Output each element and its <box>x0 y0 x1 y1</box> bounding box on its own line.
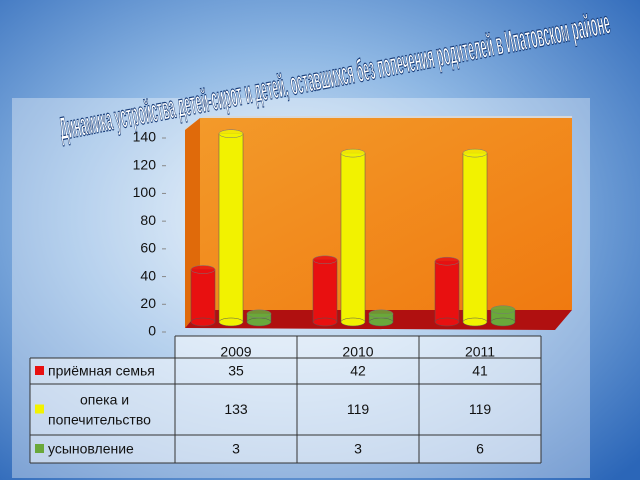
y-tick-label: 0 <box>148 323 156 339</box>
data-table: 2009 35 133 3 2010 42 119 3 2011 41 119 6 приёмная с… <box>29 335 542 464</box>
x-tick-label: 2009 <box>220 344 251 360</box>
table-cell: 35 <box>228 363 244 379</box>
y-tick-label: 120 <box>133 156 157 172</box>
bar-base <box>190 317 216 327</box>
table-label-bg <box>30 358 175 463</box>
bar-base <box>218 317 244 327</box>
bar-top <box>312 255 338 265</box>
table-cell: 41 <box>472 363 488 379</box>
y-tick-label: 80 <box>140 212 156 228</box>
bar-base <box>246 317 272 327</box>
bar <box>218 133 244 323</box>
legend-label: приёмная семья <box>48 363 155 379</box>
bar-top <box>434 256 460 266</box>
plot: 0 20 40 60 80 100 120 140 <box>133 129 516 339</box>
table-cell: 3 <box>354 441 362 457</box>
bar-top <box>246 309 272 319</box>
table-cell: 42 <box>350 363 366 379</box>
legend-marker <box>35 404 44 414</box>
bar-top <box>368 309 394 319</box>
bar <box>190 269 216 323</box>
bar <box>340 152 366 323</box>
bar <box>434 260 460 323</box>
bar-top <box>340 148 366 158</box>
table-cell: 119 <box>347 401 370 417</box>
legend-marker <box>35 366 44 375</box>
legend-label: опека и попечительство <box>48 391 151 427</box>
y-tick-label: 100 <box>133 184 157 200</box>
bar-base <box>462 317 488 327</box>
y-tick-label: 20 <box>140 295 156 311</box>
bar-base <box>434 317 460 327</box>
table-cell: 3 <box>232 441 240 457</box>
bar-base <box>312 317 338 327</box>
table-cell: 133 <box>224 401 248 417</box>
bar-base <box>340 317 366 327</box>
bar <box>312 259 338 323</box>
bar-base <box>368 317 394 327</box>
table-cell: 6 <box>476 441 484 457</box>
bar-top <box>490 305 516 314</box>
bar-top <box>462 148 488 158</box>
y-tick-label: 140 <box>133 129 157 145</box>
legend-marker <box>35 444 44 453</box>
y-tick-label: 40 <box>140 267 156 283</box>
x-tick-label: 2011 <box>465 344 495 360</box>
bar-base <box>490 317 516 327</box>
table-body-bg <box>175 336 541 463</box>
legend-label: усыновление <box>48 441 134 457</box>
bar-top <box>218 129 244 138</box>
table-cell: 119 <box>469 401 492 417</box>
bar <box>462 152 488 323</box>
bar-top <box>190 265 216 274</box>
back-wall <box>200 118 572 310</box>
y-tick-label: 60 <box>140 240 156 256</box>
x-tick-label: 2010 <box>342 344 373 360</box>
